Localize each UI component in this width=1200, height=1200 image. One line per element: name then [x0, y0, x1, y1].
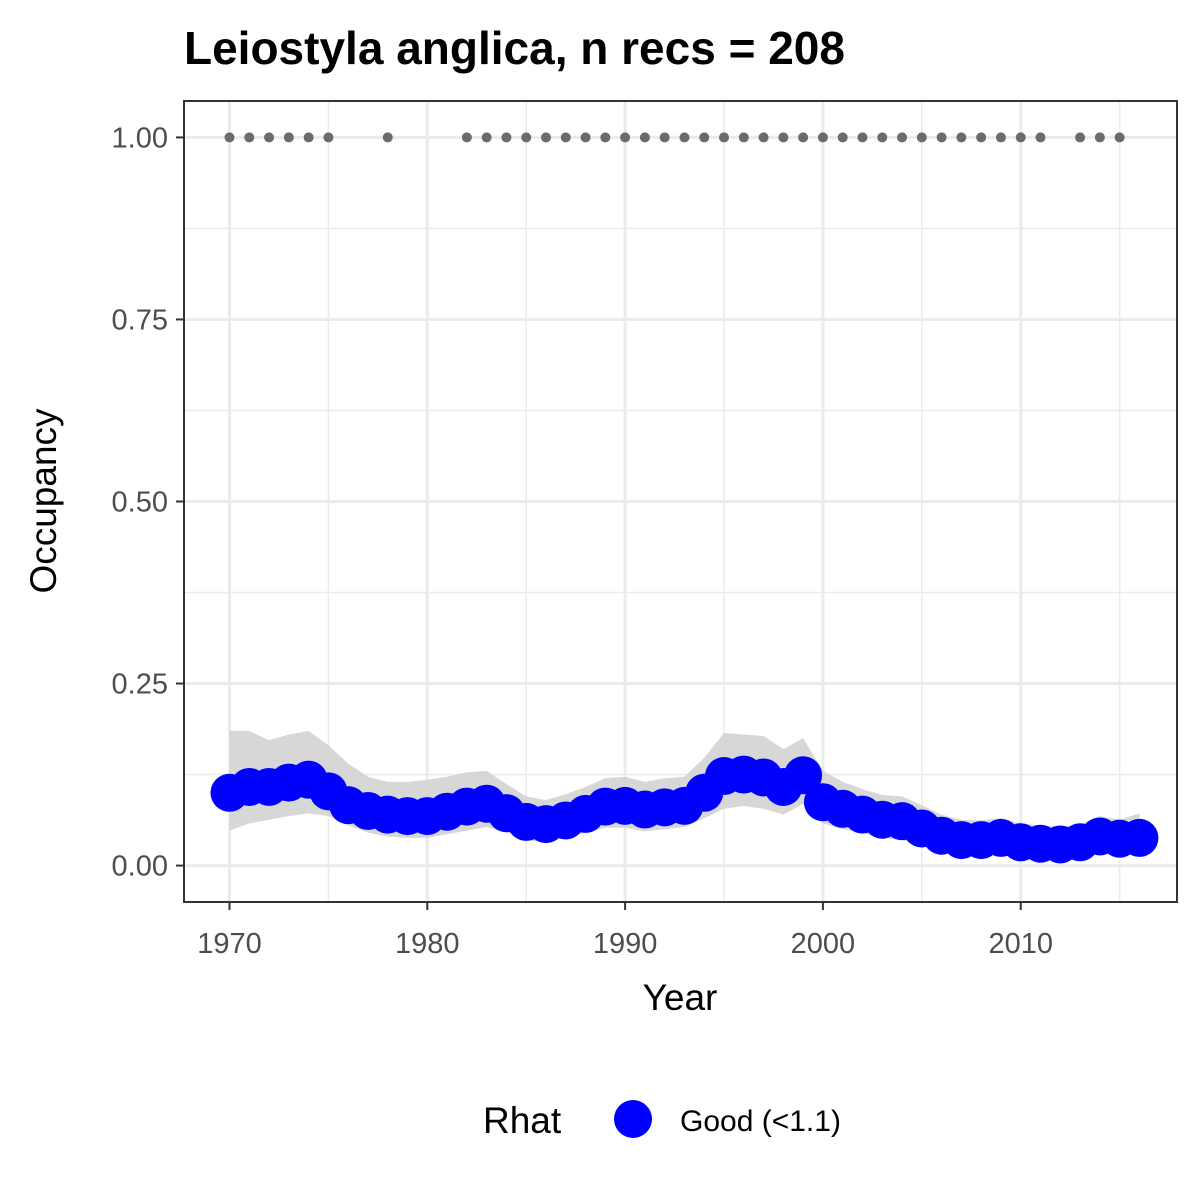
x-axis-title: Year: [643, 977, 718, 1018]
record-point: [758, 132, 769, 143]
legend-title: Rhat: [483, 1100, 562, 1141]
record-point: [1015, 132, 1026, 143]
record-point: [837, 132, 848, 143]
x-tick-label: 1990: [593, 928, 658, 960]
record-point: [778, 132, 789, 143]
occupancy-point: [784, 756, 823, 795]
record-point: [540, 132, 551, 143]
record-point: [916, 132, 927, 143]
record-points-layer: [224, 132, 1125, 143]
record-point: [224, 132, 235, 143]
record-point: [1114, 132, 1125, 143]
record-point: [936, 132, 947, 143]
record-point: [719, 132, 730, 143]
record-point: [264, 132, 275, 143]
x-tick-label: 2000: [791, 928, 856, 960]
y-tick-label: 0.75: [112, 304, 168, 336]
record-point: [659, 132, 670, 143]
record-point: [1035, 132, 1046, 143]
chart-title: Leiostyla anglica, n recs = 208: [184, 22, 845, 74]
record-point: [382, 132, 393, 143]
y-tick-label: 0.25: [112, 669, 168, 701]
record-point: [560, 132, 571, 143]
y-tick-label: 1.00: [112, 122, 168, 154]
record-point: [481, 132, 492, 143]
record-point: [798, 132, 809, 143]
record-point: [857, 132, 868, 143]
record-point: [738, 132, 749, 143]
record-point: [956, 132, 967, 143]
occupancy-point: [1120, 818, 1159, 857]
record-point: [877, 132, 888, 143]
record-point: [283, 132, 294, 143]
major-gridlines: [184, 101, 1177, 902]
record-point: [699, 132, 710, 143]
legend-label-good: Good (<1.1): [680, 1105, 841, 1138]
y-axis-ticks: 0.00 0.25 0.50 0.75 1.00: [112, 122, 184, 883]
record-point: [521, 132, 532, 143]
record-point: [976, 132, 987, 143]
record-point: [244, 132, 255, 143]
record-point: [639, 132, 650, 143]
x-axis-ticks: 1970 1980 1990 2000 2010: [197, 902, 1053, 960]
record-point: [461, 132, 472, 143]
legend-key-good: [614, 1100, 652, 1138]
record-point: [995, 132, 1006, 143]
y-tick-label: 0.00: [112, 851, 168, 883]
record-point: [580, 132, 591, 143]
record-point: [303, 132, 314, 143]
record-point: [323, 132, 334, 143]
x-tick-label: 1970: [197, 928, 262, 960]
record-point: [501, 132, 512, 143]
y-axis-title: Occupancy: [23, 408, 64, 594]
record-point: [817, 132, 828, 143]
record-point: [679, 132, 690, 143]
x-tick-label: 2010: [988, 928, 1053, 960]
y-tick-label: 0.50: [112, 487, 168, 519]
record-point: [1075, 132, 1086, 143]
x-tick-label: 1980: [395, 928, 460, 960]
record-point: [1094, 132, 1105, 143]
record-point: [600, 132, 611, 143]
record-point: [620, 132, 631, 143]
occupancy-points-layer: [210, 755, 1159, 864]
record-point: [897, 132, 908, 143]
legend: Rhat Good (<1.1): [483, 1100, 841, 1141]
